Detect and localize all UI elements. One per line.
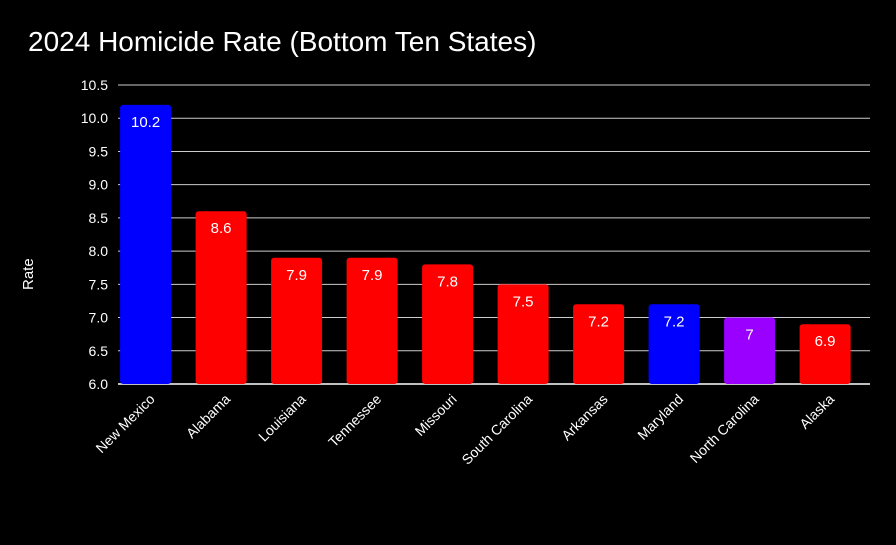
x-tick-label: Alabama: [183, 391, 234, 442]
x-tick-label: Tennessee: [325, 391, 384, 450]
bar: [648, 304, 700, 384]
bar: [799, 324, 851, 384]
y-tick-label: 6.0: [89, 376, 109, 392]
y-tick-label: 8.5: [89, 210, 109, 226]
chart-title: 2024 Homicide Rate (Bottom Ten States): [28, 26, 537, 57]
y-tick-label: 6.5: [89, 343, 109, 359]
x-tick-label: South Carolina: [458, 391, 535, 468]
bar: [573, 304, 625, 384]
data-label: 7.9: [286, 267, 307, 284]
data-label: 7.8: [437, 273, 458, 290]
bar: [422, 264, 474, 384]
x-tick-label: Missouri: [412, 391, 460, 439]
bar: [195, 211, 247, 384]
data-label: 8.6: [211, 220, 232, 237]
y-tick-label: 10.0: [81, 110, 108, 126]
y-tick-label: 9.0: [89, 177, 109, 193]
x-tick-label: Alaska: [796, 391, 837, 432]
y-tick-label: 10.5: [81, 77, 108, 93]
data-label: 7: [745, 327, 753, 344]
bar: [346, 257, 398, 384]
y-tick-label: 9.5: [89, 143, 109, 159]
y-tick-label: 7.5: [89, 276, 109, 292]
bar: [271, 257, 323, 384]
x-tick-label: North Carolina: [687, 391, 762, 466]
data-label: 10.2: [131, 114, 160, 131]
bar: [120, 104, 172, 384]
data-label: 7.2: [588, 313, 609, 330]
x-tick-label: New Mexico: [92, 391, 157, 456]
x-tick-label: Arkansas: [558, 391, 611, 444]
bar: [724, 317, 776, 384]
x-tick-label: Louisiana: [255, 391, 309, 445]
y-tick-label: 8.0: [89, 243, 109, 259]
data-label: 7.5: [513, 293, 534, 310]
data-label: 7.9: [362, 267, 383, 284]
data-label: 7.2: [664, 313, 685, 330]
data-label: 6.9: [815, 333, 836, 350]
bar: [497, 284, 549, 384]
x-tick-label: Maryland: [634, 391, 686, 443]
y-tick-label: 7.0: [89, 310, 109, 326]
